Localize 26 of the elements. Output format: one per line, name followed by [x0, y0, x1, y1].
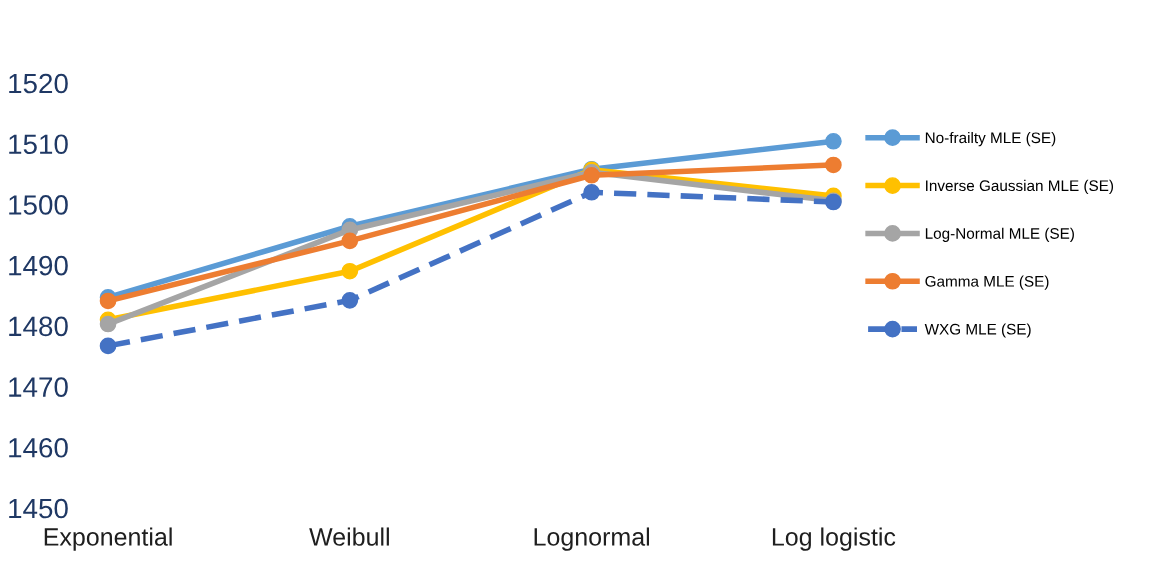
point	[583, 183, 600, 201]
y-tick-label: 1460	[9, 437, 68, 458]
point	[341, 232, 359, 250]
point	[99, 292, 117, 310]
legend-label: No-frailty MLE (SE)	[925, 131, 1056, 147]
x-tick-label: Log logistic	[772, 527, 896, 551]
point	[825, 132, 842, 150]
y-tick-label: 1500	[9, 195, 68, 215]
point	[341, 292, 359, 309]
legend-label: WXG MLE (SE)	[924, 323, 1031, 338]
point	[99, 337, 117, 355]
point	[825, 156, 842, 174]
legend-label: Log-Normal MLE (SE)	[925, 227, 1074, 242]
y-tick-label: 1450	[9, 498, 68, 519]
y-tick-label: 1510	[9, 134, 68, 155]
y-tick-label: 1520	[9, 73, 68, 94]
y-tick-label: 1490	[9, 255, 68, 276]
point	[341, 262, 359, 280]
x-tick-label: Exponential	[44, 527, 172, 551]
point	[99, 315, 117, 333]
legend-label: Gamma MLE (SE)	[925, 275, 1049, 290]
x-tick-label: Weibull	[309, 527, 389, 546]
y-tick-label: 1470	[9, 377, 68, 397]
y-tick-label: 1480	[9, 316, 68, 337]
x-tick-label: Lognormal	[534, 527, 650, 551]
legend-label: Inverse Gaussian MLE (SE)	[926, 179, 1114, 195]
